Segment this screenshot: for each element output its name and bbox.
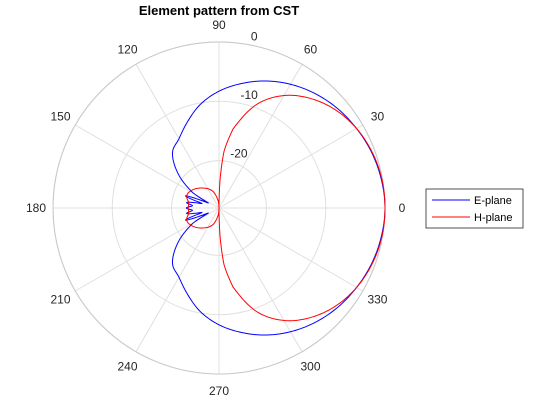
spoke-60 (218, 63, 303, 209)
theta-tick-label: 90 (212, 18, 226, 32)
spoke-30 (218, 124, 364, 209)
theta-tick-label: 0 (399, 201, 406, 215)
theta-tick-label: 60 (304, 43, 318, 57)
theta-tick-label: 270 (209, 384, 229, 398)
spoke-330 (218, 207, 364, 292)
polar-labels: 0 30 60 90 120 150 180 210 240 270 300 330 -20 -10 0 (26, 18, 406, 398)
series-layer (171, 80, 386, 336)
legend-box (425, 188, 524, 229)
series-line-h-plane (186, 94, 386, 322)
theta-tick-label: 240 (117, 359, 137, 373)
theta-tick-label: 150 (51, 110, 71, 124)
theta-tick-label: 210 (51, 293, 71, 307)
legend: E-plane H-plane (425, 188, 524, 229)
theta-tick-label: 120 (117, 43, 137, 57)
series-line-e-plane (171, 80, 386, 336)
spoke-300 (218, 207, 303, 353)
legend-label-h-plane: H-plane (474, 212, 513, 224)
r-tick-label: -20 (230, 146, 248, 160)
theta-tick-label: 300 (300, 359, 320, 373)
spoke-120 (135, 63, 220, 209)
ring-m10 (111, 100, 327, 316)
r-tick-label: -10 (241, 88, 259, 102)
theta-tick-label: 30 (371, 110, 385, 124)
ring-m20 (171, 160, 267, 256)
theta-tick-label: 180 (26, 201, 46, 215)
spoke-240 (135, 207, 220, 353)
r-tick-label: 0 (251, 30, 258, 44)
theta-tick-label: 330 (367, 293, 387, 307)
chart-title: Element pattern from CST (139, 3, 299, 18)
legend-label-e-plane: E-plane (474, 195, 512, 207)
